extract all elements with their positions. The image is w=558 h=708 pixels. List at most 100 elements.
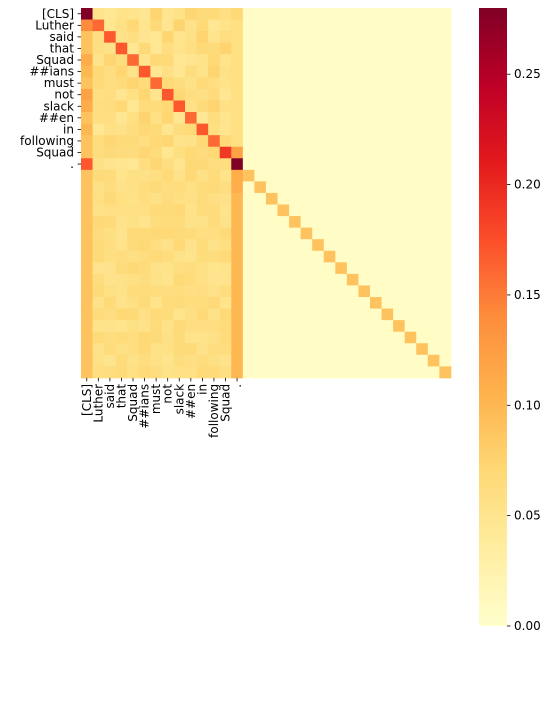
heatmap-cell-18-27 (393, 216, 406, 229)
heatmap-cell-18-14 (242, 216, 255, 229)
heatmap-cell-30-31 (439, 354, 452, 367)
heatmap-cell-31-10 (196, 366, 209, 379)
heatmap-cell-27-7 (161, 320, 174, 333)
heatmap-cell-17-1 (92, 204, 105, 217)
heatmap-cell-26-13 (231, 308, 244, 321)
heatmap-cell-27-10 (196, 320, 209, 333)
heatmap-cell-9-15 (254, 112, 267, 124)
heatmap-cell-28-29 (416, 331, 429, 344)
heatmap-cell-31-12 (219, 366, 232, 379)
heatmap-cell-11-10 (196, 135, 209, 148)
heatmap-cell-28-16 (265, 331, 278, 344)
heatmap-cell-16-25 (370, 192, 382, 205)
y-tick-label: Squad (36, 146, 74, 160)
heatmap-cell-0-20 (312, 8, 325, 20)
heatmap-cell-29-9 (185, 343, 197, 356)
heatmap-cell-4-23 (346, 54, 359, 67)
heatmap-cell-4-28 (404, 54, 417, 67)
heatmap-cell-9-26 (381, 112, 394, 124)
heatmap-cell-30-6 (150, 354, 163, 367)
heatmap-cell-31-23 (346, 366, 359, 379)
heatmap-cell-16-0 (81, 192, 93, 205)
heatmap-cell-20-1 (92, 239, 105, 252)
heatmap-cell-25-30 (427, 297, 440, 309)
heatmap-cell-16-31 (439, 192, 452, 205)
heatmap-cell-18-29 (416, 216, 429, 229)
heatmap-cell-31-14 (242, 366, 255, 379)
heatmap-cell-21-23 (346, 250, 359, 263)
heatmap-cell-2-1 (92, 31, 105, 44)
heatmap-cell-17-10 (196, 204, 209, 217)
heatmap-cell-12-24 (358, 146, 371, 159)
heatmap-cell-4-15 (254, 54, 267, 67)
heatmap-cell-1-30 (427, 19, 440, 32)
heatmap-cell-2-0 (81, 31, 93, 44)
heatmap-cell-11-14 (242, 135, 255, 148)
heatmap-cell-21-8 (173, 250, 186, 263)
heatmap-cell-29-11 (208, 343, 221, 356)
heatmap-cell-10-24 (358, 123, 371, 136)
heatmap-cell-2-30 (427, 31, 440, 44)
heatmap-cell-19-16 (265, 227, 278, 240)
heatmap-cell-2-15 (254, 31, 267, 44)
heatmap-cell-6-15 (254, 77, 267, 90)
heatmap-cell-28-19 (300, 331, 313, 344)
heatmap-cell-25-25 (370, 297, 382, 309)
heatmap-cell-25-2 (104, 297, 117, 309)
heatmap-cell-20-27 (393, 239, 406, 252)
heatmap-cell-13-8 (173, 158, 186, 171)
heatmap-cell-13-0 (81, 158, 93, 171)
heatmap-cell-19-18 (289, 227, 302, 240)
heatmap-cell-0-4 (127, 8, 140, 20)
heatmap-cell-27-26 (381, 320, 394, 333)
heatmap-cell-29-10 (196, 343, 209, 356)
heatmap-cell-23-6 (150, 273, 163, 286)
heatmap-cell-1-6 (150, 19, 163, 32)
heatmap-cell-17-9 (185, 204, 197, 217)
heatmap-cell-24-16 (265, 285, 278, 298)
heatmap-cell-0-31 (439, 8, 452, 20)
heatmap-cell-18-17 (277, 216, 290, 229)
heatmap-cell-19-23 (346, 227, 359, 240)
heatmap-cell-3-25 (370, 42, 382, 55)
heatmap-cell-1-12 (219, 19, 232, 32)
heatmap-cell-2-11 (208, 31, 221, 44)
heatmap-cell-7-24 (358, 88, 371, 101)
colorbar (479, 8, 507, 626)
heatmap-cell-16-10 (196, 192, 209, 205)
heatmap-cell-16-4 (127, 192, 140, 205)
heatmap-cell-21-9 (185, 250, 197, 263)
heatmap-cell-25-12 (219, 297, 232, 309)
heatmap-cell-16-1 (92, 192, 105, 205)
heatmap-cell-16-24 (358, 192, 371, 205)
heatmap-cell-30-7 (161, 354, 174, 367)
heatmap-cell-25-9 (185, 297, 197, 309)
heatmap-cell-15-19 (300, 181, 313, 194)
colorbar-tick-label: 0.00 (514, 619, 541, 633)
heatmap-cell-3-27 (393, 42, 406, 55)
heatmap-cell-2-16 (265, 31, 278, 44)
heatmap-cell-2-8 (173, 31, 186, 44)
heatmap-cell-18-24 (358, 216, 371, 229)
heatmap-cell-9-31 (439, 112, 452, 124)
heatmap-cell-0-12 (219, 8, 232, 20)
heatmap-cell-23-1 (92, 273, 105, 286)
heatmap-cell-25-6 (150, 297, 163, 309)
heatmap-cell-27-2 (104, 320, 117, 333)
heatmap-cell-14-8 (173, 169, 186, 182)
heatmap-cell-24-12 (219, 285, 232, 298)
heatmap-cell-30-23 (346, 354, 359, 367)
heatmap-cell-15-27 (393, 181, 406, 194)
heatmap-cell-27-24 (358, 320, 371, 333)
heatmap-cell-13-11 (208, 158, 221, 171)
heatmap-cell-31-15 (254, 366, 267, 379)
heatmap-cell-23-5 (138, 273, 151, 286)
heatmap-cell-0-27 (393, 8, 406, 20)
heatmap-cell-4-10 (196, 54, 209, 67)
heatmap-cell-8-9 (185, 100, 197, 113)
heatmap-cell-2-3 (115, 31, 128, 44)
heatmap-cell-0-0 (81, 8, 93, 20)
heatmap-cell-0-29 (416, 8, 429, 20)
heatmap-cell-31-5 (138, 366, 151, 379)
heatmap-cell-14-0 (81, 169, 93, 182)
